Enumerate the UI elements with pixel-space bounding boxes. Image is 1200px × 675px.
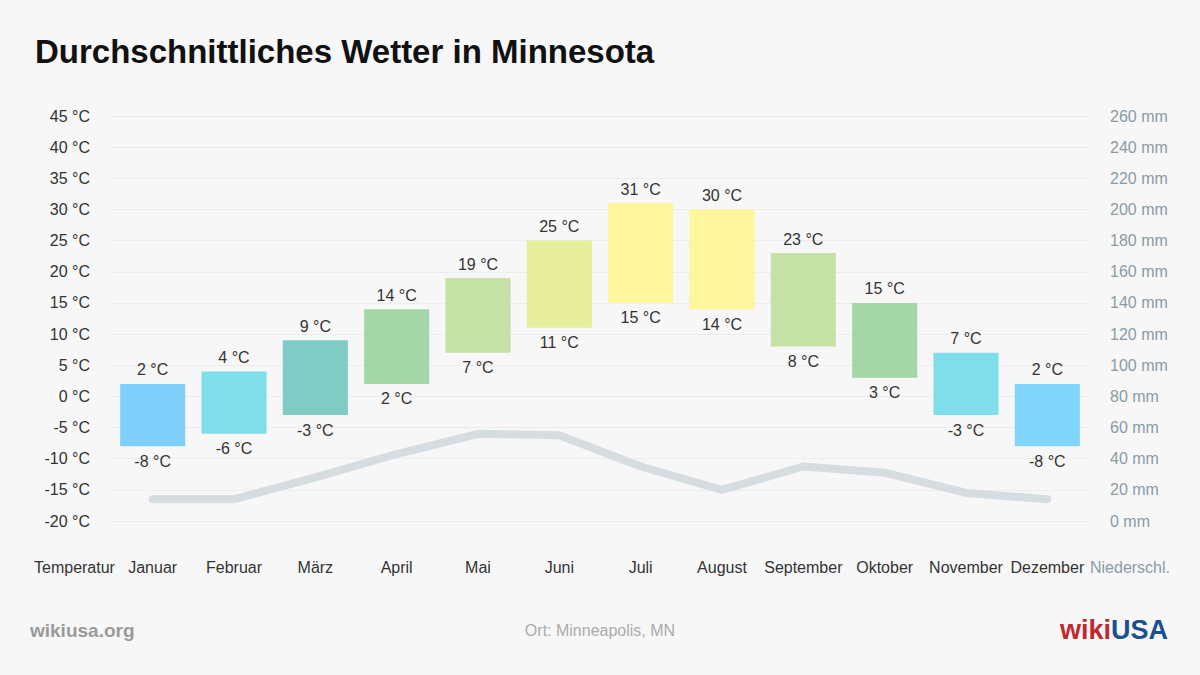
svg-text:45 °C: 45 °C — [50, 108, 90, 125]
svg-text:Niederschl.: Niederschl. — [1090, 559, 1170, 576]
svg-text:Januar: Januar — [128, 559, 178, 576]
svg-text:25 °C: 25 °C — [50, 232, 90, 249]
svg-text:-8 °C: -8 °C — [134, 453, 171, 470]
svg-text:40 °C: 40 °C — [50, 139, 90, 156]
svg-text:Oktober: Oktober — [856, 559, 914, 576]
svg-text:23 °C: 23 °C — [783, 231, 823, 248]
svg-text:180 mm: 180 mm — [1110, 232, 1168, 249]
svg-text:2 °C: 2 °C — [1032, 361, 1063, 378]
svg-text:80 mm: 80 mm — [1110, 388, 1159, 405]
svg-text:0 °C: 0 °C — [59, 388, 90, 405]
svg-text:15 °C: 15 °C — [50, 294, 90, 311]
svg-text:30 °C: 30 °C — [50, 201, 90, 218]
svg-text:Dezember: Dezember — [1010, 559, 1084, 576]
svg-text:140 mm: 140 mm — [1110, 294, 1168, 311]
svg-text:wiki: wiki — [1059, 615, 1111, 645]
svg-text:Mai: Mai — [465, 559, 491, 576]
svg-text:15 °C: 15 °C — [865, 280, 905, 297]
svg-text:August: August — [697, 559, 747, 576]
svg-text:Juni: Juni — [545, 559, 574, 576]
svg-text:14 °C: 14 °C — [702, 316, 742, 333]
svg-text:Temperatur: Temperatur — [34, 559, 116, 576]
svg-text:3 °C: 3 °C — [869, 384, 900, 401]
svg-text:2 °C: 2 °C — [381, 390, 412, 407]
svg-text:Februar: Februar — [206, 559, 263, 576]
svg-text:160 mm: 160 mm — [1110, 263, 1168, 280]
svg-text:wikiusa.org: wikiusa.org — [29, 620, 135, 641]
svg-text:10 °C: 10 °C — [50, 326, 90, 343]
svg-text:2 °C: 2 °C — [137, 361, 168, 378]
svg-text:20 mm: 20 mm — [1110, 481, 1159, 498]
svg-text:240 mm: 240 mm — [1110, 139, 1168, 156]
svg-text:USA: USA — [1111, 615, 1168, 645]
svg-text:-15 °C: -15 °C — [44, 481, 90, 498]
svg-text:120 mm: 120 mm — [1110, 326, 1168, 343]
svg-text:April: April — [381, 559, 413, 576]
svg-text:30 °C: 30 °C — [702, 187, 742, 204]
svg-text:220 mm: 220 mm — [1110, 170, 1168, 187]
svg-text:15 °C: 15 °C — [621, 309, 661, 326]
svg-text:Juli: Juli — [629, 559, 653, 576]
svg-text:20 °C: 20 °C — [50, 263, 90, 280]
svg-text:-8 °C: -8 °C — [1029, 453, 1066, 470]
svg-text:-3 °C: -3 °C — [948, 422, 985, 439]
svg-text:0 mm: 0 mm — [1110, 513, 1150, 530]
svg-text:März: März — [298, 559, 334, 576]
svg-text:September: September — [764, 559, 843, 576]
svg-text:4 °C: 4 °C — [218, 349, 249, 366]
svg-text:31 °C: 31 °C — [621, 181, 661, 198]
svg-text:100 mm: 100 mm — [1110, 357, 1168, 374]
svg-text:Durchschnittliches Wetter in M: Durchschnittliches Wetter in Minnesota — [35, 33, 655, 70]
svg-text:-5 °C: -5 °C — [53, 419, 90, 436]
svg-text:19 °C: 19 °C — [458, 256, 498, 273]
svg-text:8 °C: 8 °C — [788, 353, 819, 370]
svg-text:-3 °C: -3 °C — [297, 422, 334, 439]
svg-text:9 °C: 9 °C — [300, 318, 331, 335]
svg-text:-10 °C: -10 °C — [44, 450, 90, 467]
svg-text:7 °C: 7 °C — [462, 359, 493, 376]
svg-text:Ort: Minneapolis, MN: Ort: Minneapolis, MN — [525, 622, 675, 639]
svg-text:260 mm: 260 mm — [1110, 108, 1168, 125]
svg-text:25 °C: 25 °C — [539, 218, 579, 235]
svg-text:11 °C: 11 °C — [540, 334, 579, 351]
svg-text:-20 °C: -20 °C — [44, 513, 90, 530]
svg-text:-6 °C: -6 °C — [216, 440, 253, 457]
svg-text:November: November — [929, 559, 1003, 576]
svg-text:7 °C: 7 °C — [950, 330, 981, 347]
svg-text:14 °C: 14 °C — [377, 287, 417, 304]
svg-text:40 mm: 40 mm — [1110, 450, 1159, 467]
svg-text:5 °C: 5 °C — [59, 357, 90, 374]
svg-text:35 °C: 35 °C — [50, 170, 90, 187]
svg-text:200 mm: 200 mm — [1110, 201, 1168, 218]
svg-text:60 mm: 60 mm — [1110, 419, 1159, 436]
